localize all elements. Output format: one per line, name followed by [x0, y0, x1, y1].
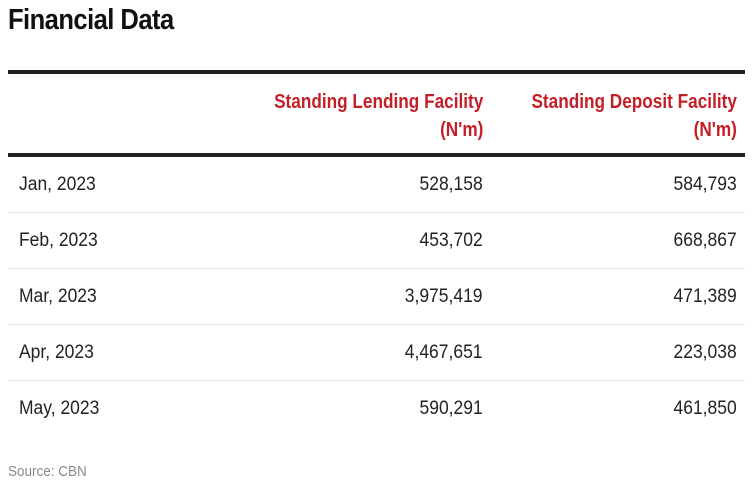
month-cell: Mar, 2023: [19, 286, 97, 307]
month-cell: Jan, 2023: [19, 174, 96, 195]
lending-value-cell: 3,975,419: [405, 286, 483, 307]
table-row: Feb, 2023 453,702 668,867: [8, 213, 745, 269]
deposit-value-cell: 584,793: [673, 174, 737, 195]
deposit-value-cell: 471,389: [673, 286, 737, 307]
table-row: Jan, 2023 528,158 584,793: [8, 157, 745, 213]
column-header-deposit-line2: (N'm): [693, 119, 737, 141]
column-header-lending-line2: (N'm): [439, 119, 483, 141]
column-header-deposit-line1: Standing Deposit Facility: [531, 91, 737, 113]
table-body: Jan, 2023 528,158 584,793 Feb, 2023 453,…: [8, 157, 745, 436]
table-row: Apr, 2023 4,467,651 223,038: [8, 325, 745, 381]
column-header-lending-line1: Standing Lending Facility: [273, 91, 483, 113]
header-divider: [8, 153, 745, 157]
table-row: Mar, 2023 3,975,419 471,389: [8, 269, 745, 325]
month-cell: Apr, 2023: [19, 342, 94, 363]
month-cell: May, 2023: [19, 398, 100, 419]
page-title: Financial Data: [8, 4, 174, 36]
deposit-value-cell: 461,850: [673, 398, 737, 419]
lending-value-cell: 590,291: [419, 398, 483, 419]
table-row: May, 2023 590,291 461,850: [8, 381, 745, 436]
column-header-deposit: Standing Deposit Facility (N'm): [498, 88, 737, 144]
lending-value-cell: 528,158: [419, 174, 483, 195]
top-divider: [8, 70, 745, 74]
month-cell: Feb, 2023: [19, 230, 98, 251]
source-note: Source: CBN: [8, 463, 87, 480]
lending-value-cell: 4,467,651: [405, 342, 483, 363]
column-header-lending: Standing Lending Facility (N'm): [240, 88, 483, 144]
deposit-value-cell: 223,038: [673, 342, 737, 363]
deposit-value-cell: 668,867: [673, 230, 737, 251]
lending-value-cell: 453,702: [419, 230, 483, 251]
